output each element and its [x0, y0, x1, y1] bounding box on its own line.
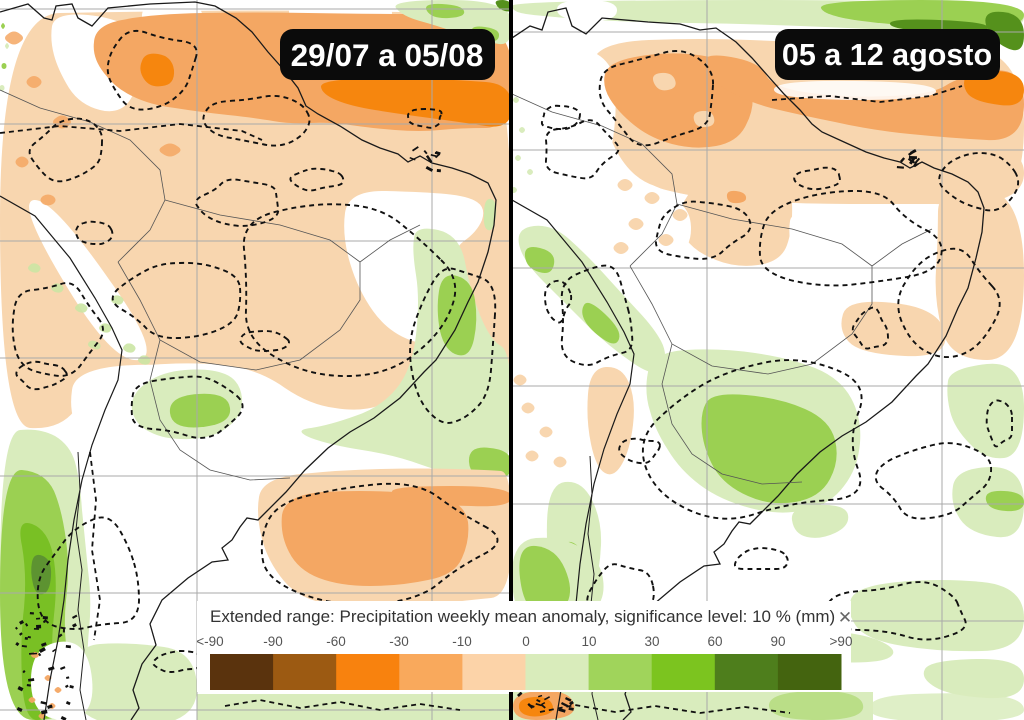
svg-text:-60: -60 [326, 634, 346, 649]
svg-text:30: 30 [644, 634, 659, 649]
svg-text:<-90: <-90 [196, 634, 223, 649]
svg-text:29/07 a 05/08: 29/07 a 05/08 [291, 37, 484, 73]
svg-text:0: 0 [522, 634, 530, 649]
svg-text:10: 10 [581, 634, 596, 649]
svg-text:90: 90 [770, 634, 785, 649]
svg-text:✕: ✕ [838, 608, 852, 627]
svg-text:>90: >90 [830, 634, 853, 649]
svg-text:05 a 12 agosto: 05 a 12 agosto [782, 38, 992, 72]
svg-text:-90: -90 [263, 634, 283, 649]
svg-text:Extended range: Precipitation: Extended range: Precipitation weekly mea… [210, 607, 835, 626]
svg-text:60: 60 [707, 634, 722, 649]
svg-text:-30: -30 [389, 634, 409, 649]
svg-text:-10: -10 [452, 634, 472, 649]
